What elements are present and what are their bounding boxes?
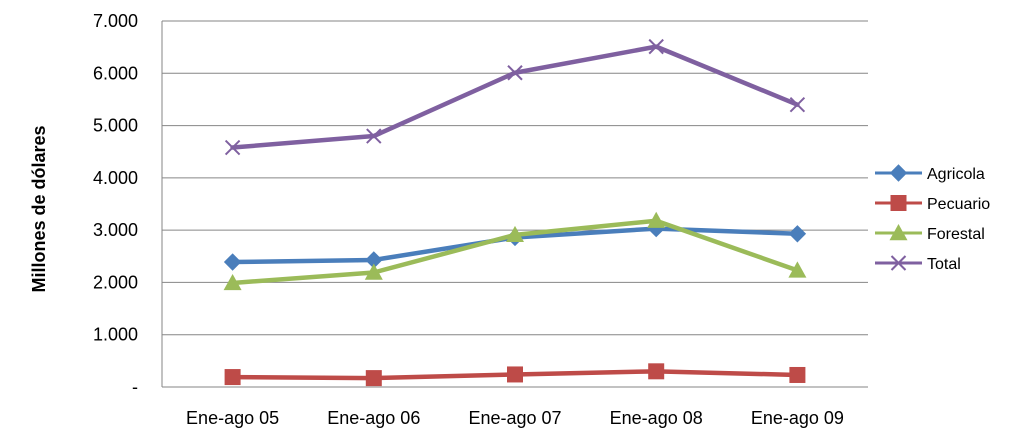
x-tick-label: Ene-ago 09 xyxy=(751,408,844,428)
y-tick-label: 4.000 xyxy=(93,168,138,188)
y-tick-label: 2.000 xyxy=(93,272,138,292)
y-axis-label: Millones de dólares xyxy=(29,125,49,292)
series-total xyxy=(224,38,806,156)
data-point-total xyxy=(789,96,806,113)
y-tick-label: 6.000 xyxy=(93,63,138,83)
legend-marker-total xyxy=(890,255,907,271)
x-stroke xyxy=(224,139,241,156)
legend-marker-agricola xyxy=(889,164,908,182)
data-point-agricola xyxy=(223,253,242,271)
series-line-total xyxy=(230,44,800,150)
legend-item-forestal: Forestal xyxy=(875,224,985,243)
legend-marker-forestal xyxy=(889,224,908,241)
x-tick-label: Ene-ago 07 xyxy=(468,408,561,428)
y-tick-label: 3.000 xyxy=(93,220,138,240)
legend-label-pecuario: Pecuario xyxy=(927,196,990,213)
data-point-forestal xyxy=(647,211,666,228)
series-pecuario xyxy=(224,363,806,387)
x-axis-tick-labels: Ene-ago 05 Ene-ago 06 Ene-ago 07 Ene-ago 08… xyxy=(186,408,844,428)
data-point-total xyxy=(507,65,523,81)
data-point-pecuario xyxy=(224,369,241,386)
data-point-forestal xyxy=(506,225,524,243)
y-axis-tick-labels: - 1.000 2.000 3.000 4.000 5.000 6.000 7.000 xyxy=(93,11,138,397)
data-point-forestal xyxy=(223,273,242,291)
data-point-total xyxy=(224,139,241,156)
x-tick-label: Ene-ago 06 xyxy=(327,408,420,428)
y-tick-label: - xyxy=(132,377,138,397)
legend-item-pecuario: Pecuario xyxy=(875,195,990,213)
legend-label-forestal: Forestal xyxy=(927,226,985,243)
data-point-total xyxy=(648,38,664,55)
x-tick-label: Ene-ago 08 xyxy=(610,408,703,428)
y-tick-label: 1.000 xyxy=(93,325,138,345)
y-tick-label: 7.000 xyxy=(93,11,138,31)
data-point-pecuario xyxy=(789,366,806,383)
x-tick-label: Ene-ago 05 xyxy=(186,408,279,428)
legend-label-total: Total xyxy=(927,256,961,273)
data-point-agricola xyxy=(788,225,807,243)
legend-item-agricola: Agricola xyxy=(875,164,985,183)
x-stroke xyxy=(890,255,907,271)
data-point-pecuario xyxy=(507,366,523,383)
series-lines xyxy=(223,38,807,387)
x-stroke xyxy=(366,128,382,144)
legend: Agricola Pecuario Forestal Total xyxy=(875,164,990,273)
series-forestal xyxy=(223,211,807,291)
data-point-pecuario xyxy=(648,363,665,380)
legend-marker-pecuario xyxy=(890,195,907,211)
data-point-forestal xyxy=(364,263,383,280)
y-tick-label: 5.000 xyxy=(93,116,138,136)
gridlines xyxy=(162,20,868,336)
plot-area-border xyxy=(161,21,868,388)
x-stroke xyxy=(789,96,806,113)
x-stroke xyxy=(507,65,523,81)
legend-item-total: Total xyxy=(875,255,961,273)
data-point-forestal xyxy=(788,261,807,278)
x-stroke xyxy=(648,38,664,55)
data-point-pecuario xyxy=(365,370,382,387)
legend-label-agricola: Agricola xyxy=(927,166,985,183)
series-agricola xyxy=(223,219,807,271)
data-point-total xyxy=(366,128,382,144)
